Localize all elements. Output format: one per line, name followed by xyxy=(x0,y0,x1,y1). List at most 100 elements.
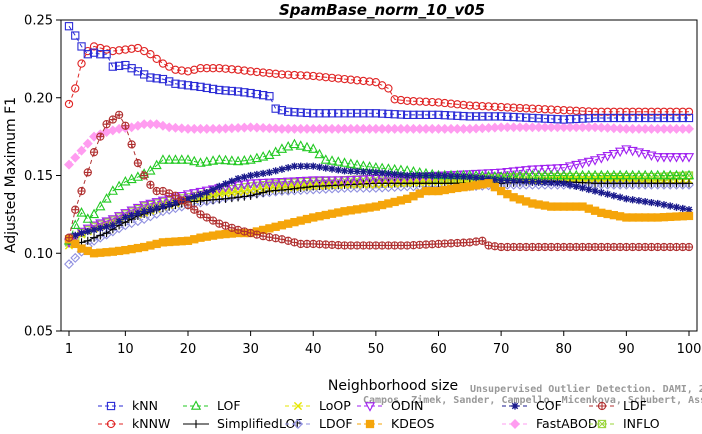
point-lof xyxy=(308,143,319,153)
x-axis: 1 10 20 30 40 50 60 70 80 90 100 xyxy=(65,331,702,357)
point-ldf xyxy=(102,120,111,129)
point-cof xyxy=(597,189,605,197)
point-knn xyxy=(309,109,318,118)
point-cof xyxy=(203,189,211,197)
point-knnw xyxy=(484,102,493,111)
point-knn xyxy=(490,112,500,121)
point-fastabod xyxy=(264,123,275,134)
point-lof xyxy=(596,169,607,180)
point-cof xyxy=(328,165,336,173)
point-knnw xyxy=(64,99,74,109)
point-odin xyxy=(182,190,194,200)
point-lof xyxy=(88,208,100,219)
point-knnw xyxy=(71,84,80,93)
point-knn xyxy=(96,50,105,59)
point-lof xyxy=(301,141,313,152)
point-lof xyxy=(176,154,187,164)
point-knnw xyxy=(152,54,161,64)
point-knn xyxy=(553,115,562,124)
point-knnw xyxy=(121,45,130,54)
legend-item-ldof: LDOF xyxy=(285,416,353,431)
point-odin xyxy=(596,154,607,164)
series-ldf xyxy=(64,110,694,252)
point-lof xyxy=(539,169,551,180)
point-odin xyxy=(589,156,601,166)
point-lof xyxy=(76,207,87,217)
point-knn xyxy=(453,111,462,120)
point-ldf xyxy=(233,225,243,235)
point-knn xyxy=(208,84,218,94)
point-knn xyxy=(233,87,243,96)
point-ldf xyxy=(83,168,92,177)
point-lof xyxy=(602,169,613,180)
point-lof xyxy=(145,165,156,175)
point-cof xyxy=(259,169,267,178)
point-knnw xyxy=(528,104,537,113)
point-odin xyxy=(283,177,294,188)
point-knn xyxy=(509,112,518,122)
point-ldf xyxy=(171,191,180,200)
point-ldf xyxy=(64,233,74,242)
point-fastabod xyxy=(70,152,81,163)
point-odin xyxy=(665,153,676,163)
point-cof xyxy=(359,168,367,176)
point-lof xyxy=(170,154,181,164)
point-knn xyxy=(559,115,568,124)
point-knn xyxy=(522,113,531,122)
point-cof xyxy=(171,199,180,207)
point-cof xyxy=(629,196,637,204)
point-cof xyxy=(397,171,405,179)
point-lof xyxy=(577,169,588,180)
point-knnw xyxy=(396,95,406,105)
point-ldf xyxy=(140,171,149,180)
y-axis-label: Adjusted Maximum F1 xyxy=(3,97,19,253)
point-cof xyxy=(610,192,618,200)
point-simplifiedlof xyxy=(684,179,694,188)
point-knnw xyxy=(271,69,280,78)
point-odin xyxy=(489,168,500,179)
point-lof xyxy=(552,169,563,180)
point-odin xyxy=(502,168,513,178)
point-fastabod xyxy=(164,122,175,133)
point-lof xyxy=(683,169,695,180)
point-odin xyxy=(583,157,594,168)
point-ldf xyxy=(77,186,86,196)
point-lof xyxy=(258,151,269,161)
point-knn xyxy=(666,113,675,123)
point-cof xyxy=(528,178,537,186)
point-knnw xyxy=(171,65,180,74)
point-knn xyxy=(409,110,418,120)
point-kdeos xyxy=(71,239,80,249)
point-cof xyxy=(240,173,248,181)
point-fastabod xyxy=(608,123,619,134)
point-cof xyxy=(102,223,111,231)
point-knn xyxy=(252,89,262,99)
point-odin xyxy=(539,164,551,175)
point-odin xyxy=(88,221,100,232)
point-knnw xyxy=(522,104,531,113)
legend-label: LDF xyxy=(623,398,647,413)
point-knnw xyxy=(284,70,293,79)
point-cof xyxy=(190,193,198,201)
point-cof xyxy=(253,170,261,179)
legend-item-ldf: LDF xyxy=(589,398,647,413)
point-ldf xyxy=(133,158,143,168)
point-knnw xyxy=(196,64,205,73)
legend-item-loop: LoOP xyxy=(285,398,351,413)
chart-title: SpamBase_norm_10_v05 xyxy=(279,1,485,19)
point-knnw xyxy=(641,107,650,116)
x-tick-label: 100 xyxy=(677,342,702,357)
plot-area xyxy=(63,22,695,270)
point-knn xyxy=(434,110,443,120)
point-odin xyxy=(107,215,118,225)
point-knnw xyxy=(227,65,236,74)
point-cof xyxy=(491,175,499,184)
point-loop xyxy=(208,191,218,200)
point-cof xyxy=(115,217,123,225)
point-odin xyxy=(301,176,313,187)
point-odin xyxy=(621,145,632,155)
point-odin xyxy=(364,175,375,185)
point-lof xyxy=(614,169,626,180)
point-lof xyxy=(652,169,663,180)
point-knn xyxy=(302,108,312,118)
